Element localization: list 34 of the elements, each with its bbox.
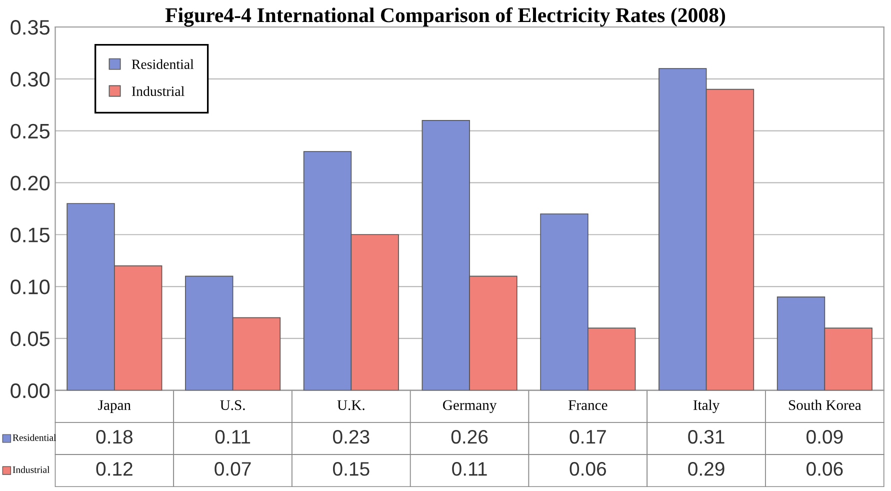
text: Industrial [12,466,50,474]
data-label: 0.07 [214,462,251,476]
x-tick-label: U.K. [337,400,364,410]
data-label: 0.11 [215,430,250,444]
x-tick-label: Japan [98,400,131,414]
data-label: 0.31 [688,430,724,444]
data-label: 0.26 [451,430,488,444]
x-tick-label: U.S. [220,400,245,410]
legend-label: Industrial [132,86,184,96]
data-label: 0.17 [570,430,606,444]
y-tick-label: 0.20 [10,176,50,190]
y-tick-label: 0.35 [10,20,50,35]
y-tick-label: 0.30 [10,72,50,87]
data-label: 0.15 [333,462,370,476]
text: Residential [12,434,56,441]
data-label: 0.23 [333,430,370,444]
x-tick-label: South Korea [789,400,862,410]
y-tick-label: 0.15 [10,228,50,242]
legend-label: Residential [132,59,194,70]
y-tick-label: 0.00 [10,383,50,398]
data-label: 0.06 [806,462,843,476]
x-tick-label: Germany [443,400,497,414]
y-tick-label: 0.10 [10,280,50,294]
chart-title: Figure4-4 International Comparison of Electricity Rates (2008) [165,7,726,27]
x-tick-label: France [568,400,608,410]
y-tick-label: 0.05 [10,331,50,346]
data-label: 0.11 [452,462,487,476]
data-label: 0.09 [806,430,843,444]
data-label: 0.12 [96,462,132,476]
y-tick-label: 0.25 [10,124,50,139]
x-tick-label: Italy [693,400,720,414]
data-label: 0.29 [688,462,724,476]
data-label: 0.06 [570,462,606,476]
data-label: 0.18 [96,430,133,444]
